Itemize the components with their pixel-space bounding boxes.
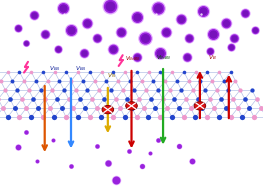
Text: $V_{BN}$: $V_{BN}$ [49,64,60,73]
Circle shape [194,102,206,110]
Circle shape [126,102,137,110]
Text: $V_{NcBN}$: $V_{NcBN}$ [125,54,140,63]
Text: $V_{B}$: $V_{B}$ [208,53,216,62]
Text: $V_{NcBN}$: $V_{NcBN}$ [156,53,172,62]
Text: $V_{N}$: $V_{N}$ [107,71,115,80]
Circle shape [102,105,114,114]
Text: $V_{BN}$: $V_{BN}$ [75,64,87,73]
